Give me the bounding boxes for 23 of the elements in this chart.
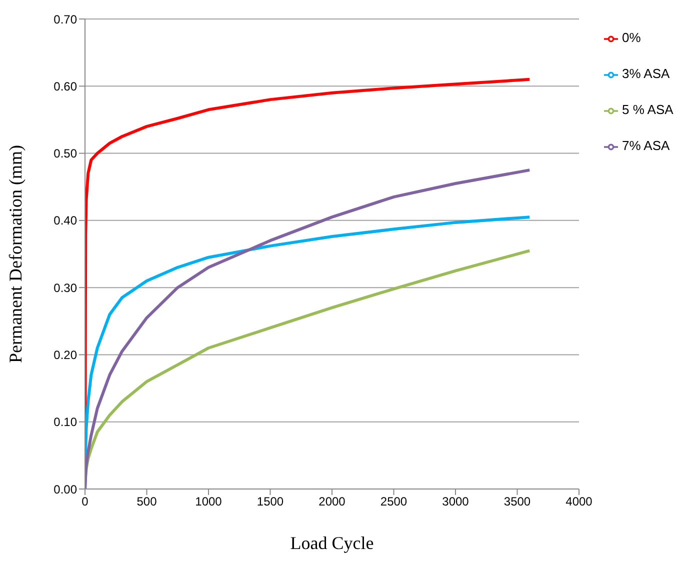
y-tick-label: 0.30 [54, 280, 78, 295]
y-tick-label: 0.40 [54, 214, 78, 228]
x-tick-label: 4000 [566, 494, 593, 509]
y-tick-label: 0.60 [54, 79, 78, 94]
x-tick-label: 3500 [504, 494, 531, 509]
y-tick-label: 0.50 [54, 146, 78, 161]
legend-label: 3% ASA [622, 65, 670, 83]
x-tick-label: 0 [82, 494, 89, 509]
legend-label: 5 % ASA [622, 101, 674, 119]
x-tick-label: 1000 [195, 494, 222, 509]
y-tick-label: 0.70 [54, 12, 78, 26]
y-tick-label: 0.20 [54, 348, 78, 362]
x-tick-label: 2000 [318, 494, 346, 509]
legend-label: 7% ASA [622, 137, 670, 155]
x-tick-label: 2500 [380, 494, 408, 509]
x-tick-label: 1500 [256, 494, 284, 509]
legend-label: 0% [622, 29, 641, 47]
x-tick-label: 3000 [442, 494, 470, 509]
x-axis-title: Load Cycle [290, 533, 374, 553]
y-tick-label: 0.10 [54, 415, 78, 430]
y-axis-title: Permanent Deformation (mm) [5, 145, 26, 363]
y-tick-label: 0.00 [54, 482, 78, 496]
x-tick-label: 500 [136, 494, 158, 509]
